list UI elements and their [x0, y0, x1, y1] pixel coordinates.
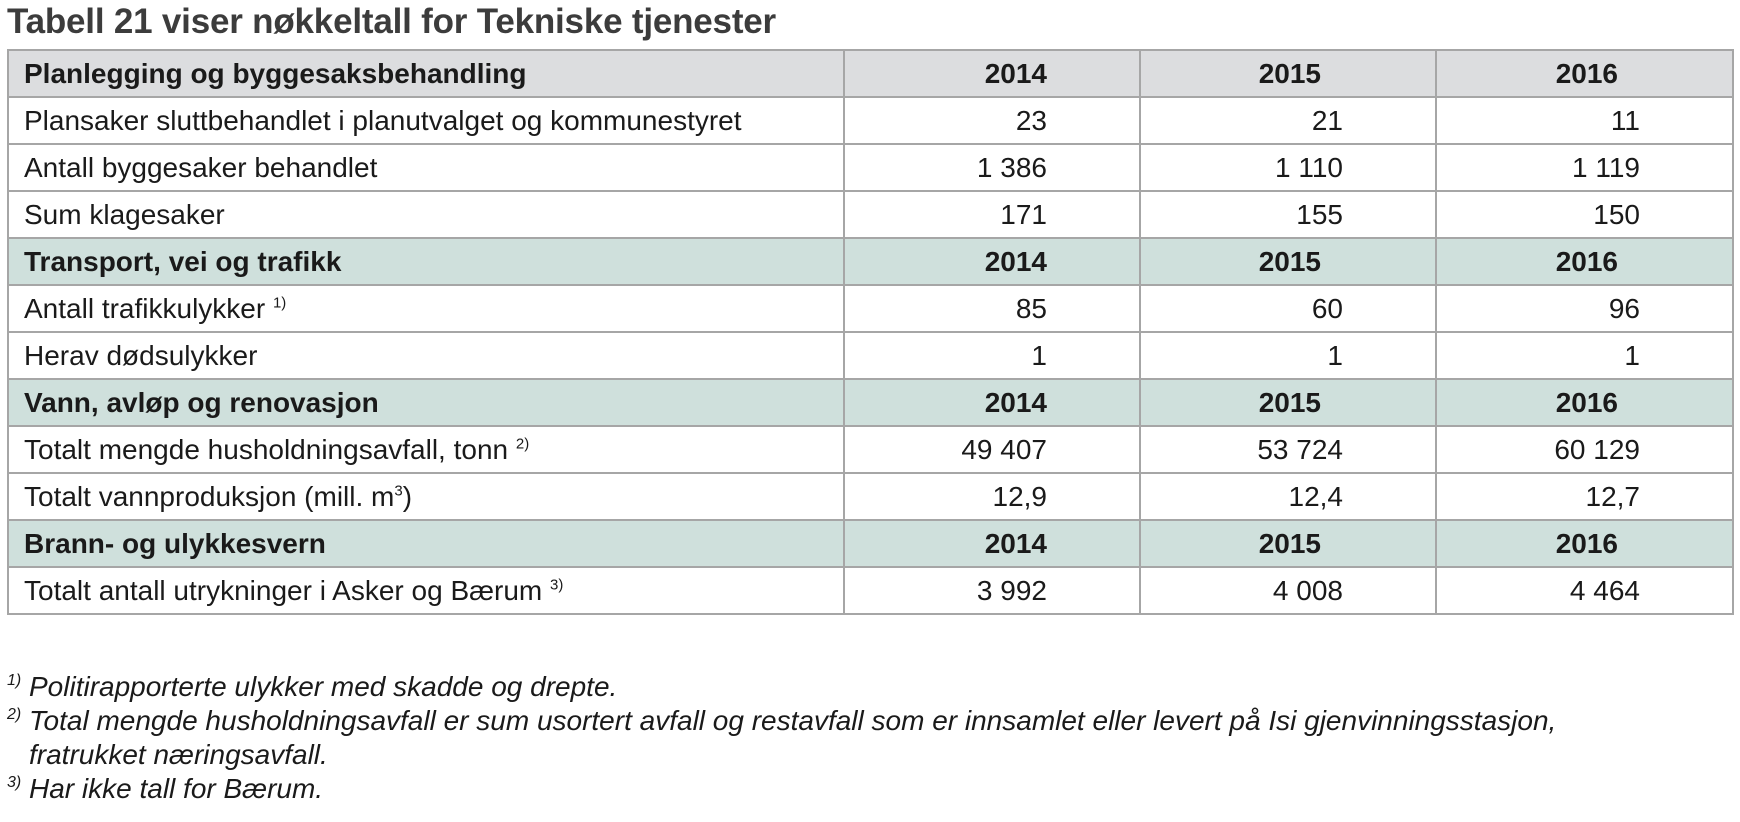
- cell-value: 171: [843, 190, 1141, 239]
- row-label-cell: Totalt antall utrykninger i Asker og Bær…: [7, 566, 845, 615]
- cell-value: 150: [1435, 190, 1734, 239]
- row-label: Sum klagesaker: [7, 190, 845, 239]
- row-label: Totalt vannproduksjon (mill. m: [24, 480, 395, 512]
- table-row: Plansaker sluttbehandlet i planutvalget …: [7, 96, 1734, 145]
- section-header-fire: Brann- og ulykkesvern 2014 2015 2016: [7, 519, 1734, 568]
- footnote-mark: 1): [7, 672, 22, 689]
- table-row: Antall byggesaker behandlet 1 386 1 110 …: [7, 143, 1734, 192]
- year-header: 2016: [1435, 519, 1734, 568]
- table-row: Totalt antall utrykninger i Asker og Bær…: [7, 566, 1734, 615]
- footnote-ref: 1): [272, 294, 287, 312]
- row-label-cell: Totalt mengde husholdningsavfall, tonn 2…: [7, 425, 845, 474]
- row-label-suffix: ): [402, 480, 413, 512]
- superscript: 3: [394, 482, 403, 500]
- cell-value: 3 992: [843, 566, 1141, 615]
- footnote-mark: 3): [7, 774, 22, 791]
- section-heading: Transport, vei og trafikk: [7, 237, 845, 286]
- cell-value: 1: [843, 331, 1141, 380]
- year-header: 2015: [1139, 49, 1437, 98]
- year-header: 2016: [1435, 49, 1734, 98]
- table-title: Tabell 21 viser nøkkeltall for Tekniske …: [7, 2, 776, 41]
- cell-value: 12,7: [1435, 472, 1734, 521]
- year-header: 2015: [1139, 378, 1437, 427]
- footnote: 1) Politirapporterte ulykker med skadde …: [7, 670, 1732, 704]
- cell-value: 85: [843, 284, 1141, 333]
- cell-value: 1: [1139, 331, 1437, 380]
- table-row: Totalt vannproduksjon (mill. m3) 12,9 12…: [7, 472, 1734, 521]
- year-header: 2014: [843, 49, 1141, 98]
- table-row: Totalt mengde husholdningsavfall, tonn 2…: [7, 425, 1734, 474]
- year-header: 2015: [1139, 519, 1437, 568]
- row-label: Herav dødsulykker: [7, 331, 845, 380]
- year-header: 2014: [843, 378, 1141, 427]
- section-heading: Planlegging og byggesaksbehandling: [7, 49, 845, 98]
- row-label-cell: Antall trafikkulykker 1): [7, 284, 845, 333]
- section-header-planning: Planlegging og byggesaksbehandling 2014 …: [7, 49, 1734, 98]
- cell-value: 12,4: [1139, 472, 1437, 521]
- cell-value: 11: [1435, 96, 1734, 145]
- table-row: Sum klagesaker 171 155 150: [7, 190, 1734, 239]
- cell-value: 96: [1435, 284, 1734, 333]
- year-header: 2016: [1435, 378, 1734, 427]
- row-label: Antall byggesaker behandlet: [7, 143, 845, 192]
- year-header: 2016: [1435, 237, 1734, 286]
- cell-value: 53 724: [1139, 425, 1437, 474]
- section-header-water: Vann, avløp og renovasjon 2014 2015 2016: [7, 378, 1734, 427]
- row-label: Antall trafikkulykker: [24, 292, 266, 324]
- cell-value: 1 386: [843, 143, 1141, 192]
- section-heading: Vann, avløp og renovasjon: [7, 378, 845, 427]
- table-row: Herav dødsulykker 1 1 1: [7, 331, 1734, 380]
- section-header-transport: Transport, vei og trafikk 2014 2015 2016: [7, 237, 1734, 286]
- footnote-text-continued: fratrukket næringsavfall.: [29, 739, 328, 770]
- row-label-cell: Totalt vannproduksjon (mill. m3): [7, 472, 845, 521]
- cell-value: 49 407: [843, 425, 1141, 474]
- footnote-text: Total mengde husholdningsavfall er sum u…: [29, 705, 1557, 736]
- row-label: Plansaker sluttbehandlet i planutvalget …: [7, 96, 845, 145]
- footnote-mark: 2): [7, 706, 22, 723]
- footnotes: 1) Politirapporterte ulykker med skadde …: [7, 670, 1732, 806]
- cell-value: 23: [843, 96, 1141, 145]
- section-heading: Brann- og ulykkesvern: [7, 519, 845, 568]
- cell-value: 60 129: [1435, 425, 1734, 474]
- year-header: 2015: [1139, 237, 1437, 286]
- cell-value: 1: [1435, 331, 1734, 380]
- cell-value: 12,9: [843, 472, 1141, 521]
- year-header: 2014: [843, 237, 1141, 286]
- key-figures-table: Planlegging og byggesaksbehandling 2014 …: [7, 49, 1734, 615]
- cell-value: 1 119: [1435, 143, 1734, 192]
- footnote: 2) Total mengde husholdningsavfall er su…: [7, 704, 1732, 772]
- cell-value: 60: [1139, 284, 1437, 333]
- cell-value: 21: [1139, 96, 1437, 145]
- footnote: 3) Har ikke tall for Bærum.: [7, 772, 1732, 806]
- cell-value: 155: [1139, 190, 1437, 239]
- footnote-ref: 3): [550, 576, 564, 594]
- footnote-ref: 2): [515, 435, 530, 453]
- table-row: Antall trafikkulykker 1) 85 60 96: [7, 284, 1734, 333]
- footnote-text: Politirapporterte ulykker med skadde og …: [29, 671, 618, 702]
- row-label: Totalt antall utrykninger i Asker og Bær…: [24, 574, 543, 606]
- cell-value: 4 008: [1139, 566, 1437, 615]
- cell-value: 4 464: [1435, 566, 1734, 615]
- row-label: Totalt mengde husholdningsavfall, tonn: [24, 433, 509, 465]
- cell-value: 1 110: [1139, 143, 1437, 192]
- footnote-text: Har ikke tall for Bærum.: [29, 773, 324, 804]
- year-header: 2014: [843, 519, 1141, 568]
